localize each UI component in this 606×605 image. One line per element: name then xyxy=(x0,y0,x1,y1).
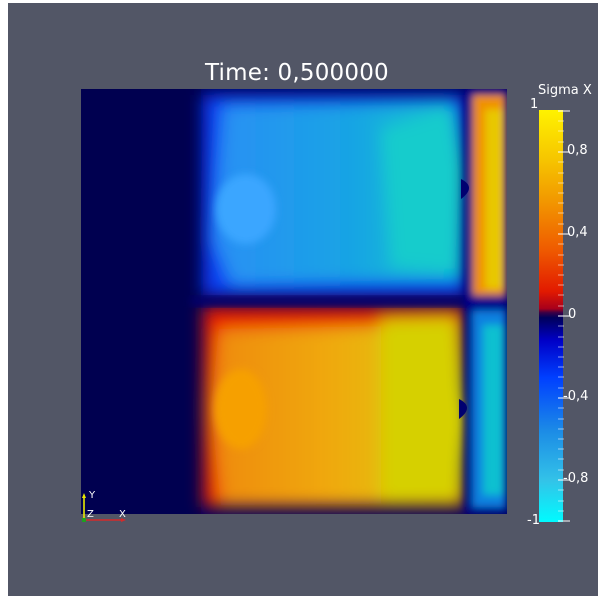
scalar-field-plot[interactable] xyxy=(81,89,507,514)
colorbar-label-min: -1 xyxy=(527,513,540,528)
colorbar-label-0-4: 0,4 xyxy=(567,225,588,240)
colorbar-ticks xyxy=(558,110,570,522)
top-tension-region xyxy=(203,95,465,295)
time-annotation: Time: 0,500000 xyxy=(205,60,389,86)
colorbar-label-0-8: 0,8 xyxy=(567,143,588,158)
sigma-x-field xyxy=(81,89,507,514)
y-axis-label: Y xyxy=(88,490,96,501)
right-strip-region xyxy=(465,89,507,514)
z-axis-label: Z xyxy=(87,509,94,520)
colorbar-label-zero: 0 xyxy=(568,307,577,322)
render-viewport[interactable]: Time: 0,500000 xyxy=(8,3,598,596)
left-strip-region xyxy=(81,89,201,514)
colorbar-label-max: 1 xyxy=(530,97,539,112)
neutral-band xyxy=(191,297,473,306)
top-light-spot xyxy=(216,174,276,244)
colorbar-label-neg-0-8: -0,8 xyxy=(563,471,589,486)
colorbar-title: Sigma X xyxy=(538,83,592,98)
x-axis-label: X xyxy=(119,509,126,520)
colorbar-label-neg-0-4: -0,4 xyxy=(563,389,589,404)
bottom-light-spot xyxy=(215,369,267,449)
boundary-notches xyxy=(459,179,469,419)
orientation-axes: Y Z X xyxy=(82,490,126,522)
